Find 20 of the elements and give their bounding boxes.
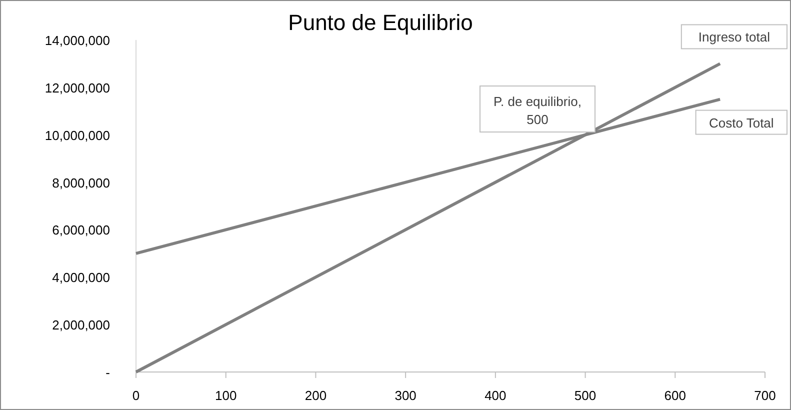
y-tick-label: 14,000,000 — [44, 33, 110, 48]
y-tick-label: 4,000,000 — [52, 270, 110, 286]
series-label: Costo Total — [709, 115, 774, 130]
x-tick-label: 0 — [132, 388, 140, 403]
x-tick-label: 100 — [215, 388, 237, 403]
y-tick-label: 8,000,000 — [52, 175, 110, 190]
y-tick-label: - — [106, 365, 110, 380]
chart-title: Punto de Equilibrio — [288, 10, 473, 35]
y-tick-label: 2,000,000 — [52, 318, 110, 333]
x-tick-label: 700 — [754, 388, 776, 403]
x-tick-label: 300 — [394, 388, 416, 403]
y-tick-label: 10,000,000 — [44, 128, 110, 143]
y-tick-label: 12,000,000 — [44, 80, 110, 96]
x-tick-label: 600 — [664, 388, 686, 403]
annotation: P. de equilibrio, 500 — [494, 94, 582, 127]
x-tick-label: 400 — [484, 388, 506, 403]
x-tick-label: 500 — [574, 388, 596, 403]
x-tick-label: 200 — [304, 388, 327, 403]
text: Ingreso total — [698, 30, 770, 45]
y-tick-label: 6,000,000 — [52, 222, 110, 238]
